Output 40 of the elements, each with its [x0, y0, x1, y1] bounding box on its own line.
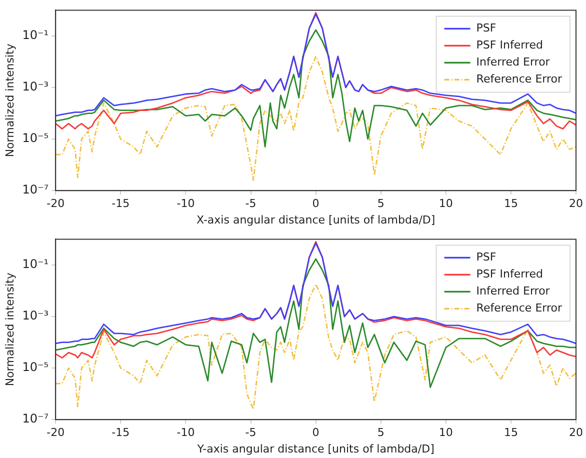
x-tick-label: -15: [112, 426, 130, 440]
x-tick-label: -15: [112, 197, 130, 210]
x-tick-label: 10: [438, 426, 453, 440]
y-tick-label: 10⁻⁵: [22, 360, 49, 374]
legend-label: PSF Inferred: [476, 268, 543, 281]
x-tick-label: 15: [504, 197, 518, 210]
y-tick-label: 10⁻¹: [22, 28, 49, 42]
y-tick-label: 10⁻⁵: [22, 131, 49, 146]
legend-label: Reference Error: [476, 72, 562, 86]
y-axis-title: Normalized intensity: [3, 43, 16, 158]
y-tick-label: 10⁻⁷: [22, 182, 49, 197]
legend-label: PSF Inferred: [476, 38, 543, 52]
x-tick-label: 5: [377, 426, 384, 440]
x-tick-label: -20: [46, 197, 65, 210]
legend-label: PSF: [476, 250, 496, 264]
legend-label: Reference Error: [476, 302, 562, 315]
x-tick-label: 20: [569, 426, 583, 440]
legend-label: PSF: [476, 22, 496, 35]
x-tick-label: 0: [312, 426, 320, 440]
x-tick-label: 15: [504, 426, 518, 440]
x-tick-label: -10: [176, 197, 195, 210]
x-tick-label: 20: [569, 197, 583, 210]
x-tick-label: -20: [46, 426, 65, 440]
y-tick-label: 10⁻⁷: [22, 412, 49, 426]
line-series: [56, 283, 576, 410]
x-tick-label: 0: [312, 197, 320, 210]
y-tick-label: 10⁻³: [22, 80, 49, 94]
x-tick-label: -5: [245, 197, 256, 210]
legend-label: Inferred Error: [476, 56, 550, 69]
x-tick-label: -5: [245, 426, 256, 440]
y-axis-title: Normalized intensity: [3, 272, 16, 386]
x-tick-label: 10: [438, 197, 453, 210]
x-tick-label: 5: [377, 197, 384, 210]
line-series: [56, 56, 576, 182]
legend-label: Inferred Error: [476, 284, 550, 298]
x-axis-title: X-axis angular distance [units of lambda/D]: [196, 213, 436, 226]
x-tick-label: -10: [176, 426, 195, 440]
y-tick-label: 10⁻¹: [22, 257, 49, 272]
x-axis-title: Y-axis angular distance [units of lambda/D]: [196, 442, 434, 456]
y-tick-label: 10⁻³: [22, 308, 49, 323]
